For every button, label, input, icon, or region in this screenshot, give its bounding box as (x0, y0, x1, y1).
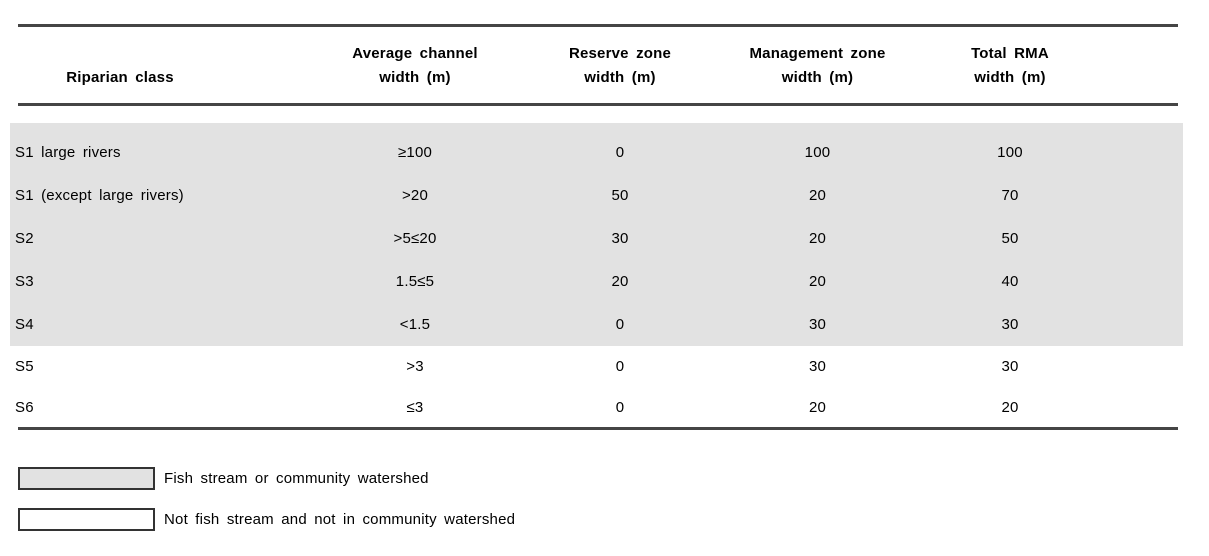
header-line: width (m) (379, 69, 451, 86)
legend: Fish stream or community watershed Not f… (18, 467, 515, 549)
table-row-s2: S2 >5≤20 30 20 50 (10, 217, 1183, 260)
legend-item-not-fish-stream: Not fish stream and not in community wat… (18, 508, 515, 531)
total-rma-width-cell: 40 (1001, 273, 1019, 290)
avg-channel-width-cell: ≥100 (397, 144, 433, 161)
management-zone-width-cell: 20 (808, 399, 827, 416)
legend-label: Fish stream or community watershed (164, 470, 429, 487)
total-rma-width-cell: 30 (1001, 316, 1019, 333)
header-line: width (m) (584, 69, 656, 86)
management-zone-width-cell: 20 (808, 187, 827, 204)
table-row-s1-large-rivers: S1 large rivers ≥100 0 100 100 (10, 131, 1183, 174)
management-zone-width-cell: 20 (808, 230, 827, 247)
column-header-management-zone-width: Management zone width (m) (720, 42, 915, 103)
total-rma-width-cell: 20 (1001, 399, 1019, 416)
avg-channel-width-cell: <1.5 (399, 316, 431, 333)
riparian-class-cell: S3 (15, 273, 34, 290)
header-line: width (m) (974, 69, 1046, 86)
reserve-zone-width-cell: 0 (615, 358, 625, 375)
avg-channel-width-cell: >3 (406, 358, 424, 375)
management-zone-width-cell: 30 (808, 316, 827, 333)
riparian-class-cell: S1 large rivers (15, 144, 121, 161)
reserve-zone-width-cell: 0 (615, 144, 625, 161)
avg-channel-width-cell: >5≤20 (393, 230, 437, 247)
reserve-zone-width-cell: 0 (615, 399, 625, 416)
header-line: Riparian class (66, 69, 174, 86)
table-bottom-rule (18, 427, 1178, 430)
table-top-rule (18, 24, 1178, 27)
total-rma-width-cell: 100 (997, 144, 1023, 161)
column-header-total-rma-width: Total RMA width (m) (915, 42, 1105, 103)
column-header-reserve-zone-width: Reserve zone width (m) (520, 42, 720, 103)
header-line: Total RMA (971, 45, 1049, 62)
management-zone-width-cell: 30 (808, 358, 827, 375)
riparian-class-cell: S5 (15, 358, 34, 375)
legend-label: Not fish stream and not in community wat… (164, 511, 516, 528)
riparian-class-cell: S2 (15, 230, 34, 247)
reserve-zone-width-cell: 0 (615, 316, 625, 333)
management-zone-width-cell: 100 (804, 144, 831, 161)
total-rma-width-cell: 70 (1001, 187, 1019, 204)
total-rma-width-cell: 30 (1001, 358, 1019, 375)
reserve-zone-width-cell: 30 (611, 230, 629, 247)
riparian-class-cell: S6 (15, 399, 34, 416)
table-header-row: Riparian class Average channel width (m)… (10, 27, 1183, 103)
avg-channel-width-cell: 1.5≤5 (395, 273, 435, 290)
unshaded-swatch (18, 508, 155, 531)
table-header-rule (18, 103, 1178, 106)
header-line: width (m) (781, 69, 854, 86)
riparian-class-cell: S1 (except large rivers) (15, 187, 184, 204)
header-spacer (230, 90, 310, 103)
header-line: Average channel (352, 45, 478, 62)
shaded-swatch (18, 467, 155, 490)
column-header-riparian-class: Riparian class (10, 66, 230, 103)
fish-stream-shaded-band: S1 large rivers ≥100 0 100 100 S1 (excep… (10, 123, 1183, 346)
header-line: Management zone (749, 45, 886, 62)
avg-channel-width-cell: >20 (401, 187, 429, 204)
table-row-s4: S4 <1.5 0 30 30 (10, 303, 1183, 346)
table-row-s6: S6 ≤3 0 20 20 (10, 387, 1183, 428)
table-row-s3: S3 1.5≤5 20 20 40 (10, 260, 1183, 303)
riparian-class-cell: S4 (15, 316, 34, 333)
header-filler (1105, 90, 1183, 103)
avg-channel-width-cell: ≤3 (406, 399, 424, 416)
table-row-s5: S5 >3 0 30 30 (10, 346, 1183, 387)
table-body: S1 large rivers ≥100 0 100 100 S1 (excep… (10, 123, 1183, 428)
reserve-zone-width-cell: 20 (611, 273, 629, 290)
table-row-s1-except-large-rivers: S1 (except large rivers) >20 50 20 70 (10, 174, 1183, 217)
reserve-zone-width-cell: 50 (611, 187, 629, 204)
total-rma-width-cell: 50 (1001, 230, 1019, 247)
legend-item-fish-stream: Fish stream or community watershed (18, 467, 515, 490)
column-header-average-channel-width: Average channel width (m) (310, 42, 520, 103)
header-line: Reserve zone (568, 45, 672, 62)
management-zone-width-cell: 20 (808, 273, 827, 290)
